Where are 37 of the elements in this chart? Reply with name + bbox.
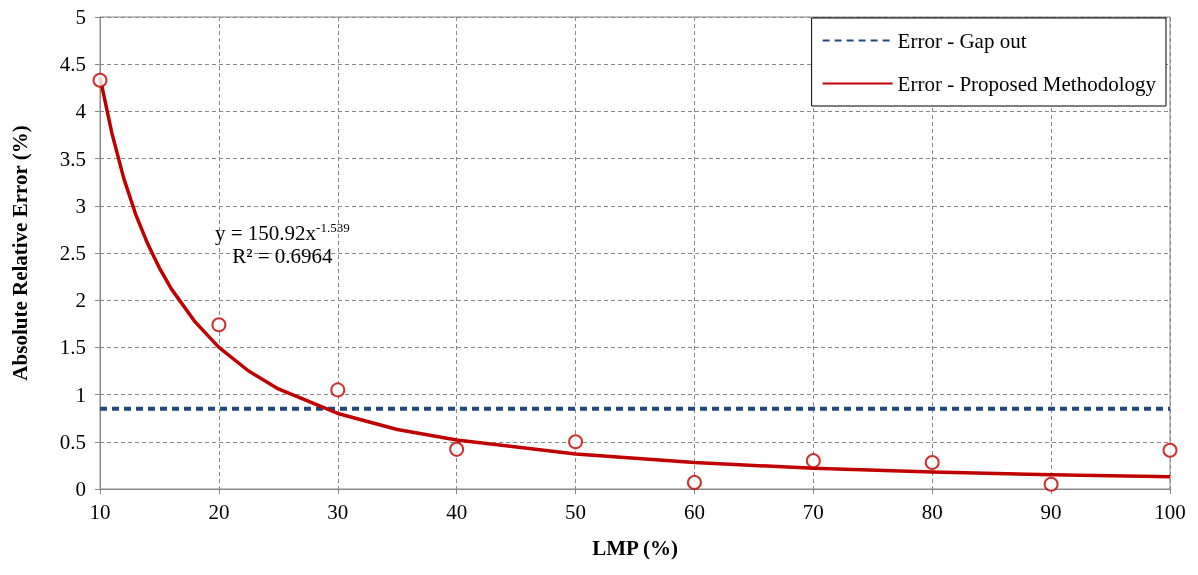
y-tick-label: 3.5 xyxy=(59,146,86,171)
x-tick-label: 90 xyxy=(1040,499,1062,524)
point xyxy=(330,382,346,398)
annotation: R² = 0.6964 xyxy=(232,244,333,269)
point xyxy=(805,453,821,469)
annotation: y = 150.92x$^{-1.539}$ xyxy=(215,220,350,245)
point xyxy=(1162,442,1178,458)
y-tick-label: 1 xyxy=(75,382,86,407)
point xyxy=(686,474,702,490)
x-tick-label: 60 xyxy=(683,499,705,524)
y-tick-label: 0 xyxy=(75,477,86,501)
point xyxy=(924,455,940,471)
y-tick-label: 3 xyxy=(75,193,86,218)
x-tick-label: 10 xyxy=(89,499,111,524)
y-tick-label: 2 xyxy=(75,288,86,313)
y-tick-label: 5 xyxy=(75,5,86,29)
x-tick-label: 40 xyxy=(446,499,468,524)
x-tick-label: 20 xyxy=(208,499,230,524)
legend-label: Error - Proposed Methodology xyxy=(897,71,1157,96)
x-tick-label: 50 xyxy=(565,499,587,524)
y-tick-label: 2.5 xyxy=(59,241,86,265)
point xyxy=(449,441,465,457)
x-axis-title: LMP (%) xyxy=(592,535,678,560)
x-tick-label: 80 xyxy=(921,499,943,524)
point xyxy=(92,72,108,88)
x-tick-label: 100 xyxy=(1154,499,1186,524)
point xyxy=(568,434,584,450)
y-tick-label: 4.5 xyxy=(59,52,86,77)
y-axis-title: Absolute Relative Error (%) xyxy=(7,125,32,381)
y-tick-label: 4 xyxy=(75,99,87,124)
x-tick-label: 70 xyxy=(802,499,824,524)
x-tick-label: 30 xyxy=(327,499,349,524)
y-tick-label: 1.5 xyxy=(59,335,86,360)
point xyxy=(1043,476,1059,492)
point xyxy=(211,317,227,333)
y-tick-label: 0.5 xyxy=(59,429,86,454)
legend-label: Error - Gap out xyxy=(897,28,1027,53)
